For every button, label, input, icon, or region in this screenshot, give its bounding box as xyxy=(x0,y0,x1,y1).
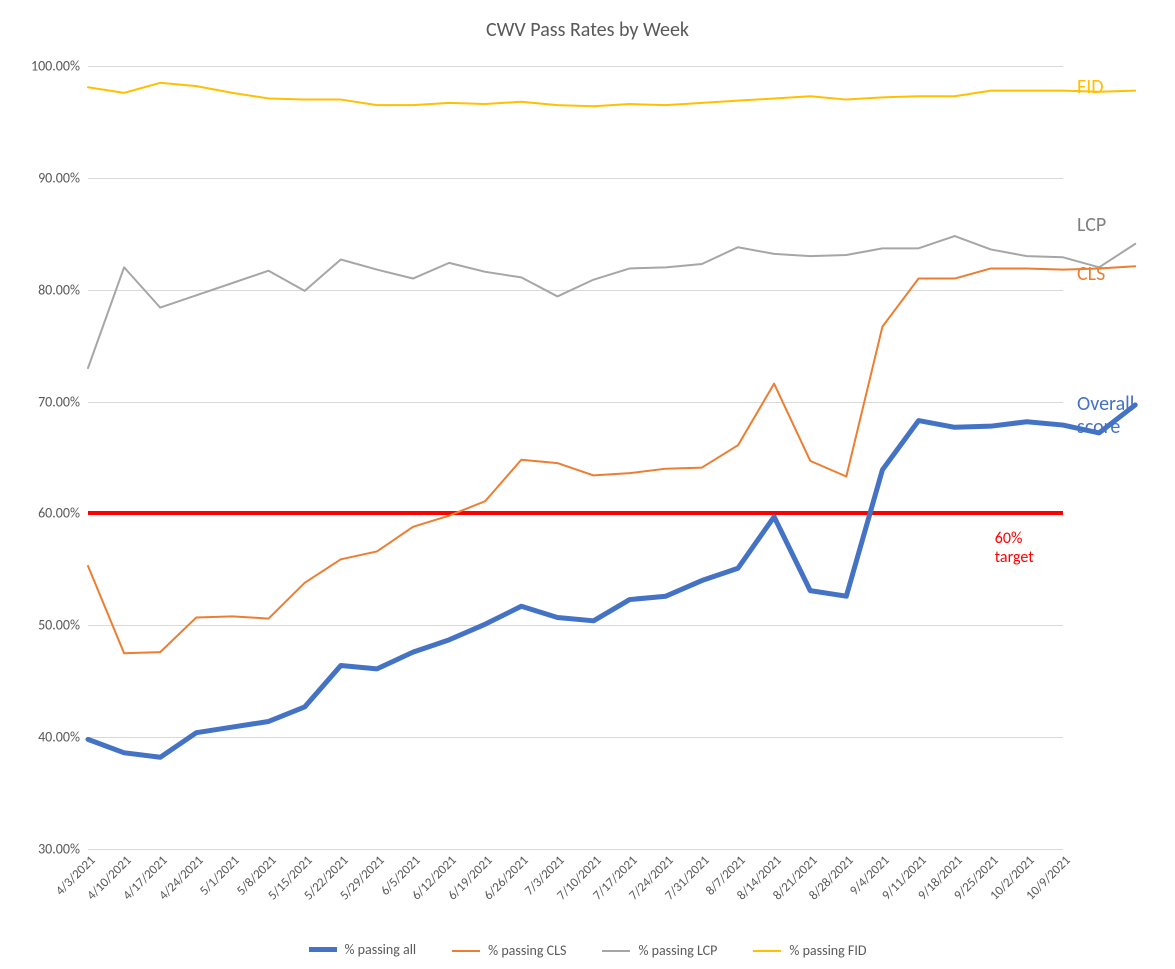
side-label-passing_cls: CLS xyxy=(1077,262,1105,286)
legend-label: % passing all xyxy=(345,941,417,958)
series-passing_fid xyxy=(88,83,1135,106)
legend-swatch xyxy=(753,950,781,952)
plot-area: 30.00%40.00%50.00%60.00%70.00%80.00%90.0… xyxy=(88,66,1063,849)
legend-item-passing_fid: % passing FID xyxy=(753,942,866,959)
x-tick-label: 5/1/2021 xyxy=(197,853,243,899)
series-passing_lcp xyxy=(88,236,1135,368)
legend-item-passing_lcp: % passing LCP xyxy=(602,942,717,959)
legend-label: % passing CLS xyxy=(488,942,566,959)
legend-item-passing_cls: % passing CLS xyxy=(452,942,566,959)
x-axis-labels: 4/3/20214/10/20214/17/20214/24/20215/1/2… xyxy=(88,853,1063,923)
legend-swatch xyxy=(309,947,337,952)
y-tick-label: 40.00% xyxy=(38,729,80,746)
y-tick-label: 80.00% xyxy=(38,281,80,298)
y-tick-label: 30.00% xyxy=(38,841,80,858)
series-passing_all xyxy=(88,405,1135,757)
legend-swatch xyxy=(602,950,630,952)
legend-item-passing_all: % passing all xyxy=(309,941,417,958)
legend-swatch xyxy=(452,950,480,952)
legend: % passing all % passing CLS % passing LCP%… xyxy=(0,939,1175,960)
chart-container: CWV Pass Rates by Week 30.00%40.00%50.00… xyxy=(0,0,1175,969)
y-tick-label: 100.00% xyxy=(31,58,80,75)
legend-label: % passing LCP xyxy=(638,942,717,959)
y-tick-label: 60.00% xyxy=(38,505,80,522)
gridline xyxy=(88,849,1063,850)
side-label-passing_lcp: LCP xyxy=(1077,213,1106,237)
chart-title: CWV Pass Rates by Week xyxy=(0,18,1175,42)
legend-label: % passing FID xyxy=(789,942,866,959)
side-label-passing_fid: FID xyxy=(1077,75,1104,99)
y-tick-label: 70.00% xyxy=(38,393,80,410)
y-tick-label: 50.00% xyxy=(38,617,80,634)
y-tick-label: 90.00% xyxy=(38,169,80,186)
series-layer xyxy=(88,66,1063,849)
series-passing_cls xyxy=(88,266,1135,653)
side-label-passing_all: Overallscore xyxy=(1077,393,1134,439)
